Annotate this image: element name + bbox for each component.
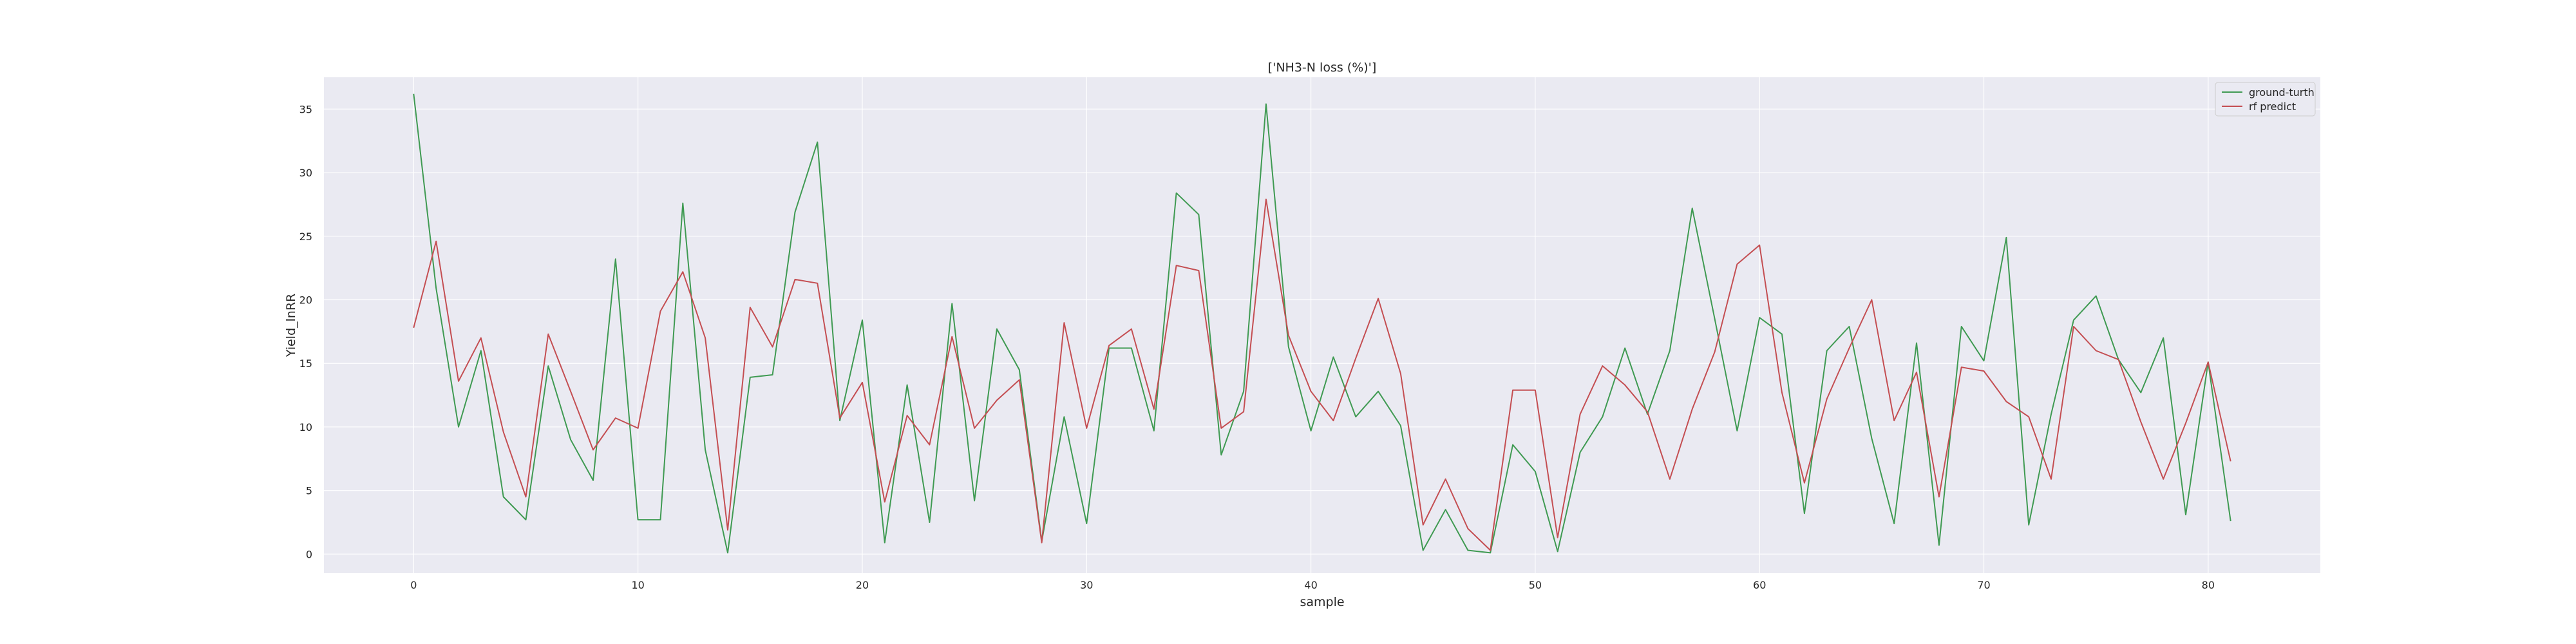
y-tick-labels: 0 5 10 15 20 25 30 35 xyxy=(299,103,312,560)
y-tick-label: 35 xyxy=(299,103,312,115)
x-gridlines xyxy=(413,77,2209,573)
x-tick-label: 20 xyxy=(856,579,869,591)
y-tick-label: 20 xyxy=(299,294,312,307)
y-tick-label: 5 xyxy=(306,485,312,497)
x-tick-label: 80 xyxy=(2202,579,2215,591)
y-tick-label: 25 xyxy=(299,231,312,243)
plot-background xyxy=(324,77,2320,573)
y-tick-label: 10 xyxy=(299,421,312,433)
x-tick-labels: 0 10 20 30 40 50 60 70 80 xyxy=(410,579,2215,591)
x-tick-label: 0 xyxy=(410,579,417,591)
y-axis-label: Yield_lnRR xyxy=(284,294,298,357)
x-tick-label: 70 xyxy=(1977,579,1990,591)
series-line-ground-turth xyxy=(413,93,2231,554)
x-tick-label: 40 xyxy=(1304,579,1317,591)
chart-title: ['NH3-N loss (%)'] xyxy=(1268,61,1377,75)
legend-box xyxy=(2215,82,2316,117)
x-tick-label: 60 xyxy=(1753,579,1766,591)
x-tick-label: 30 xyxy=(1080,579,1093,591)
legend: ground-turth rf predict xyxy=(2215,82,2316,117)
legend-label-rf-predict: rf predict xyxy=(2249,100,2296,113)
x-tick-label: 50 xyxy=(1529,579,1542,591)
y-tick-label: 0 xyxy=(306,548,312,560)
y-tick-label: 30 xyxy=(299,167,312,179)
series-lines xyxy=(413,93,2231,554)
series-line-rf-predict xyxy=(413,198,2231,551)
x-axis-label: sample xyxy=(1300,595,1344,609)
x-tick-label: 10 xyxy=(631,579,644,591)
y-gridlines xyxy=(324,108,2320,554)
y-tick-label: 15 xyxy=(299,357,312,370)
legend-label-ground-turth: ground-turth xyxy=(2249,86,2315,99)
